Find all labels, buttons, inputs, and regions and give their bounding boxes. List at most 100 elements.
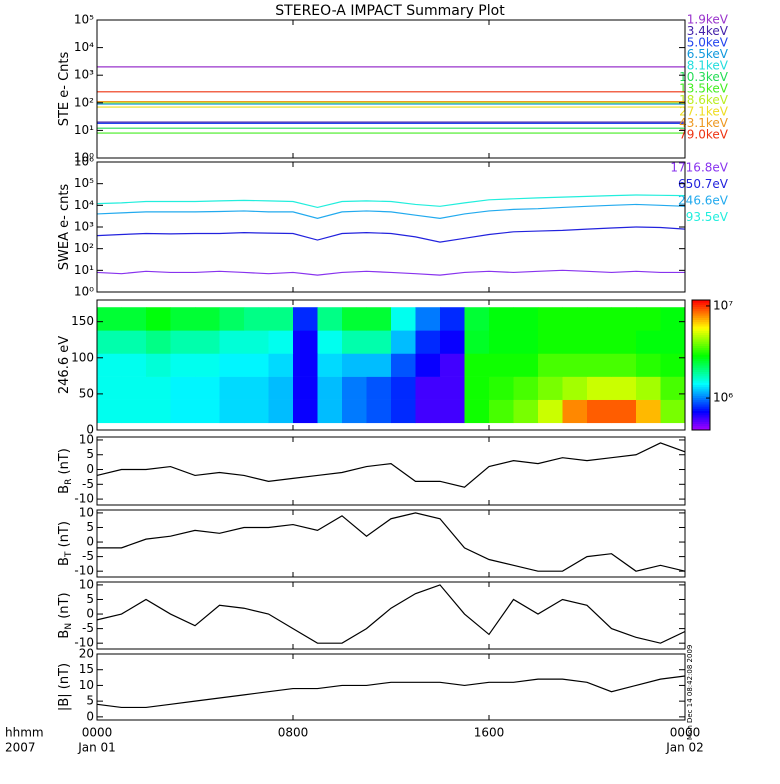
heatmap-cell — [636, 307, 661, 331]
colorbar-segment — [692, 417, 710, 420]
series-line — [96, 675, 686, 709]
colorbar-segment — [692, 406, 710, 409]
heatmap-cell — [587, 307, 612, 331]
heatmap-cell — [366, 399, 392, 424]
legend-label: 27.1keV — [679, 105, 729, 119]
legend-label: 1.9keV — [687, 13, 729, 27]
heatmap-cell — [244, 353, 269, 377]
colorbar-segment — [692, 382, 710, 385]
y-tick-label: 10⁴ — [74, 198, 94, 212]
heatmap-cell — [293, 353, 318, 377]
heatmap-cell — [317, 353, 343, 377]
y-tick-label: 10⁶ — [74, 155, 94, 169]
colorbar-segment — [692, 412, 710, 416]
colorbar-segment — [692, 319, 710, 323]
heatmap-cell — [415, 307, 441, 331]
y-axis-label-part: R — [64, 479, 74, 485]
y-axis-label-part: (nT) — [57, 592, 72, 622]
y-axis-label-part: B — [57, 557, 72, 566]
y-tick-label: 10 — [79, 678, 94, 692]
y-tick-label: 10⁵ — [74, 176, 94, 190]
heatmap-cell — [366, 376, 392, 400]
y-tick-label: 10⁴ — [74, 40, 94, 54]
x-date-label: Jan 01 — [77, 741, 116, 755]
heatmap-cell — [513, 376, 539, 400]
colorbar-segment — [692, 391, 710, 394]
colorbar-segment — [692, 308, 710, 312]
colorbar-segment — [692, 356, 710, 359]
y-axis-label-part: STE e- Cnts — [57, 51, 72, 126]
heatmap-cell — [219, 376, 245, 400]
legend-label: 13.5keV — [679, 82, 729, 96]
footnote: Mon Dec 14 08:42:08 2009 — [686, 645, 694, 740]
heatmap-cell — [489, 307, 514, 331]
y-tick-label: 10³ — [74, 68, 94, 82]
heatmap-cell — [391, 399, 416, 424]
heatmap-cell — [391, 353, 416, 377]
colorbar-segment — [692, 336, 710, 340]
heatmap-cell — [146, 330, 171, 354]
heatmap-cell — [611, 353, 637, 377]
heatmap-cell — [440, 330, 465, 354]
colorbar-segment — [692, 388, 710, 392]
heatmap-cell — [244, 307, 269, 331]
colorbar-segment — [692, 306, 710, 310]
colorbar-segment — [692, 410, 710, 414]
heatmap-cell — [97, 307, 122, 331]
heatmap-cell — [268, 376, 294, 400]
heatmap-cell — [121, 376, 147, 400]
y-tick-label: -10 — [74, 492, 94, 506]
y-tick-label: 15 — [79, 662, 94, 676]
colorbar-segment — [692, 326, 710, 329]
heatmap-cell — [391, 307, 416, 331]
colorbar-segment — [692, 384, 710, 388]
y-tick-label: -5 — [82, 621, 94, 635]
colorbar-segment — [692, 310, 710, 314]
colorbar-segment — [692, 419, 710, 422]
heatmap-cell — [219, 399, 245, 424]
heatmap-cell — [170, 376, 196, 400]
y-tick-label: 10⁰ — [74, 285, 94, 299]
legend-label: 246.6eV — [678, 194, 729, 208]
heatmap-cell — [636, 376, 661, 400]
y-tick-label: 5 — [86, 447, 94, 461]
heatmap-cell — [121, 399, 147, 424]
colorbar-segment — [692, 313, 710, 316]
colorbar-tick-label: 10⁶ — [713, 391, 733, 405]
y-tick-label: -10 — [74, 636, 94, 650]
heatmap-cell — [268, 399, 294, 424]
y-tick-label: 10¹ — [74, 123, 94, 137]
colorbar-segment — [692, 358, 710, 362]
heatmap-cell — [268, 330, 294, 354]
legend-label: 1716.8eV — [670, 161, 728, 175]
heatmap-cell — [538, 353, 563, 377]
colorbar-segment — [692, 380, 710, 383]
y-tick-label: 10⁰ — [74, 151, 94, 165]
y-axis-label-part: |B| (nT) — [57, 663, 72, 711]
heatmap-cell — [317, 330, 343, 354]
heatmap-cell — [170, 353, 196, 377]
heatmap-cell — [513, 353, 539, 377]
heatmap-cell — [195, 376, 220, 400]
legend-label: 93.5eV — [686, 210, 729, 224]
colorbar-segment — [692, 362, 710, 366]
y-tick-label: 10 — [79, 505, 94, 519]
series-line — [96, 194, 686, 209]
colorbar-segment — [692, 397, 710, 401]
y-axis-label-part: B — [57, 630, 72, 639]
heatmap-cell — [366, 307, 392, 331]
heatmap-cell — [464, 307, 490, 331]
heatmap-cell — [195, 399, 220, 424]
heatmap-cell — [170, 307, 196, 331]
heatmap-cell — [562, 376, 588, 400]
y-tick-label: 100 — [71, 350, 94, 364]
y-axis-label: BN (nT) — [57, 592, 74, 638]
colorbar-segment — [692, 339, 710, 342]
heatmap-cell — [636, 353, 661, 377]
heatmap-cell — [415, 399, 441, 424]
heatmap-cell — [317, 399, 343, 424]
y-axis-label: STE e- Cnts — [57, 51, 72, 126]
heatmap-cell — [611, 399, 637, 424]
panel-frame — [96, 581, 686, 650]
colorbar-segment — [692, 423, 710, 427]
